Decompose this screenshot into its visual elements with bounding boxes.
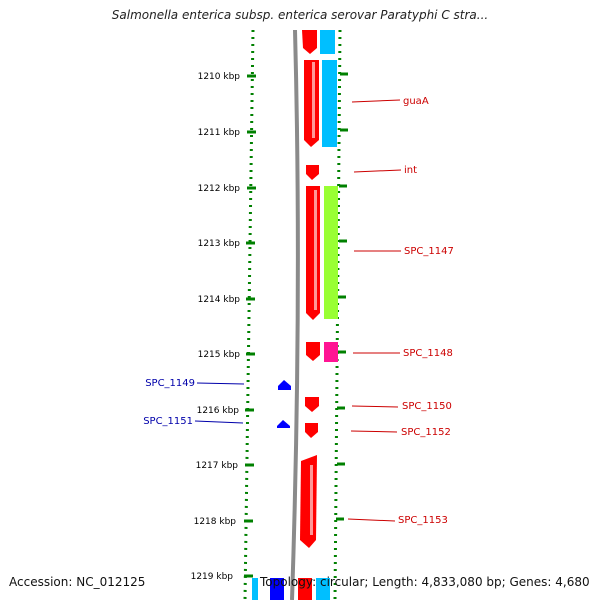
scale-labels: 1210 kbp 1211 kbp 1212 kbp 1213 kbp 1214… bbox=[191, 72, 241, 582]
scale-ring-left bbox=[243, 29, 255, 600]
gene-arrow-SPC_1147 bbox=[306, 186, 320, 320]
gene-arrow-guaA bbox=[304, 60, 319, 147]
gene-label-guaA: guaA bbox=[403, 96, 429, 107]
arrow-highlights bbox=[310, 62, 317, 535]
scale-label: 1214 kbp bbox=[198, 295, 241, 305]
map-title: Salmonella enterica subsp. enterica sero… bbox=[111, 8, 489, 22]
scale-ticks-right bbox=[336, 72, 348, 521]
scale-label: 1219 kbp bbox=[191, 572, 234, 582]
scale-label: 1213 kbp bbox=[198, 239, 241, 249]
scale-label: 1212 kbp bbox=[198, 184, 241, 194]
scale-label: 1216 kbp bbox=[197, 406, 240, 416]
genome-backbone bbox=[290, 29, 300, 600]
scale-label: 1217 kbp bbox=[196, 461, 239, 471]
gene-label-SPC_1147: SPC_1147 bbox=[404, 246, 454, 257]
gene-arrow-SPC_1148 bbox=[306, 342, 320, 361]
gene-arrow-SPC_1149 bbox=[278, 380, 291, 390]
scale-label: 1210 kbp bbox=[198, 72, 241, 82]
gene-arrow-SPC_1152 bbox=[305, 423, 318, 438]
gene-label-SPC_1153: SPC_1153 bbox=[398, 515, 448, 526]
cyan-feature-top bbox=[320, 30, 335, 54]
topology-text: Topology: circular; Length: 4,833,080 bp… bbox=[260, 575, 590, 589]
gene-arrow-SPC_1151 bbox=[277, 420, 290, 428]
green-feature-SPC_1147 bbox=[324, 186, 338, 319]
gene-arrow-int bbox=[306, 165, 319, 180]
cyan-feature-bottom bbox=[252, 578, 258, 600]
gene-arrow-SPC_1153 bbox=[300, 455, 317, 548]
gene-arrow-top bbox=[302, 30, 317, 54]
gene-label-SPC_1149: SPC_1149 bbox=[145, 378, 195, 389]
scale-ticks-left bbox=[244, 74, 256, 578]
magenta-feature-SPC_1148 bbox=[324, 342, 338, 362]
cyan-feature-bottom-right bbox=[316, 578, 330, 600]
gene-label-SPC_1148: SPC_1148 bbox=[403, 348, 453, 359]
gene-label-int: int bbox=[404, 165, 417, 176]
gene-label-SPC_1150: SPC_1150 bbox=[402, 401, 452, 412]
gene-label-SPC_1151: SPC_1151 bbox=[143, 416, 193, 427]
gene-label-SPC_1152: SPC_1152 bbox=[401, 427, 451, 438]
gene-labels-left: SPC_1149 SPC_1151 bbox=[143, 378, 245, 427]
scale-label: 1218 kbp bbox=[194, 517, 237, 527]
blue-feature-bottom bbox=[270, 578, 284, 600]
gene-labels-right: guaA int SPC_1147 SPC_1148 SPC_1150 SPC_… bbox=[347, 96, 454, 526]
scale-label: 1211 kbp bbox=[198, 128, 241, 138]
accession-text: Accession: NC_012125 bbox=[9, 575, 146, 589]
gene-arrow-SPC_1150 bbox=[305, 397, 319, 412]
cyan-feature-guaA bbox=[322, 60, 337, 147]
scale-label: 1215 kbp bbox=[198, 350, 241, 360]
red-feature-bottom bbox=[298, 578, 312, 600]
